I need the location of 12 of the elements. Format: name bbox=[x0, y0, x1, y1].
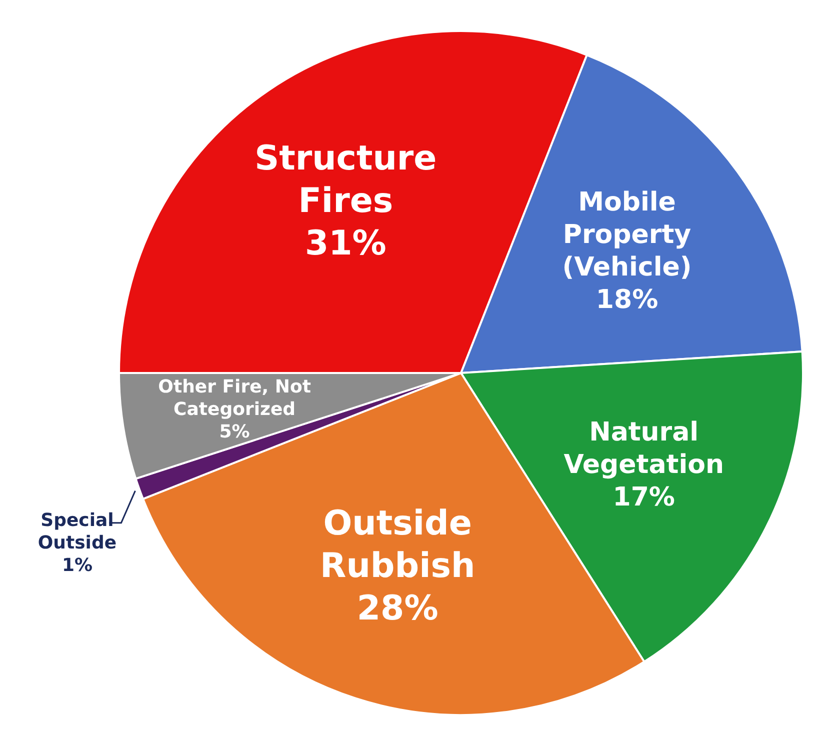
slice-label: Natural Vegetation bbox=[564, 417, 724, 480]
slice-label: Structure Fires bbox=[254, 138, 437, 222]
slice-label: Mobile Property (Vehicle) bbox=[562, 187, 692, 282]
data-label: 17% bbox=[612, 482, 675, 512]
data-label: 28% bbox=[356, 588, 438, 628]
slice-label: Outside Rubbish bbox=[320, 503, 476, 586]
data-label: 31% bbox=[304, 224, 386, 264]
data-label: 1% bbox=[62, 555, 92, 576]
slice-label: Special Outside bbox=[38, 510, 117, 554]
data-label: 5% bbox=[219, 422, 250, 443]
data-label: 18% bbox=[596, 284, 658, 315]
slice-label: Other Fire, Not Categorized bbox=[158, 376, 312, 420]
